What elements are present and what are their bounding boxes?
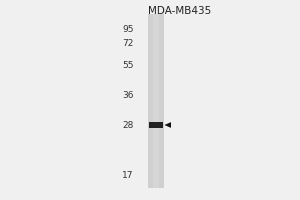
Bar	[149, 122, 163, 128]
Text: 28: 28	[122, 120, 134, 130]
Bar	[148, 14, 164, 188]
Text: 36: 36	[122, 90, 134, 99]
Text: 55: 55	[122, 60, 134, 70]
Text: 95: 95	[122, 24, 134, 33]
Polygon shape	[164, 122, 171, 128]
Bar	[153, 14, 159, 188]
Text: 17: 17	[122, 170, 134, 180]
Text: MDA-MB435: MDA-MB435	[148, 6, 212, 16]
Text: 72: 72	[122, 38, 134, 47]
